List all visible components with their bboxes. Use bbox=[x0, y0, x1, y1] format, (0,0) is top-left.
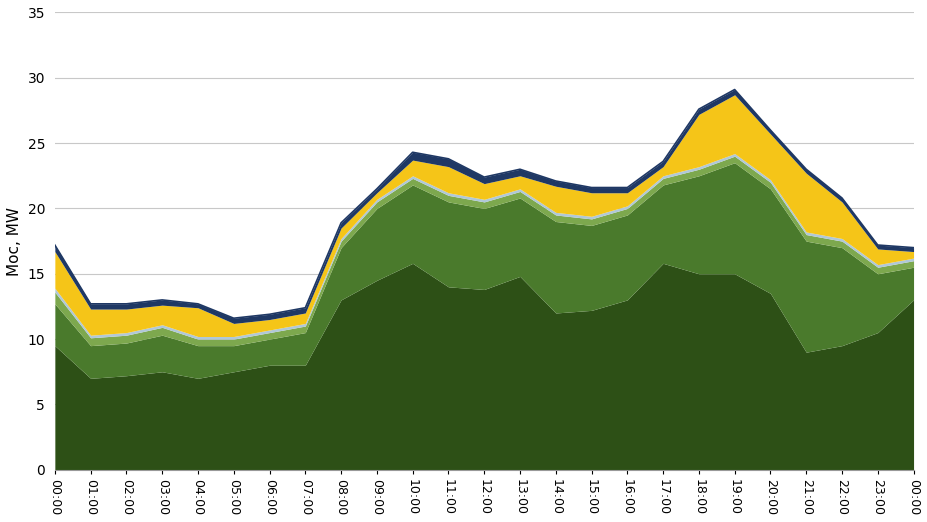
Y-axis label: Moc, MW: Moc, MW bbox=[6, 207, 22, 276]
